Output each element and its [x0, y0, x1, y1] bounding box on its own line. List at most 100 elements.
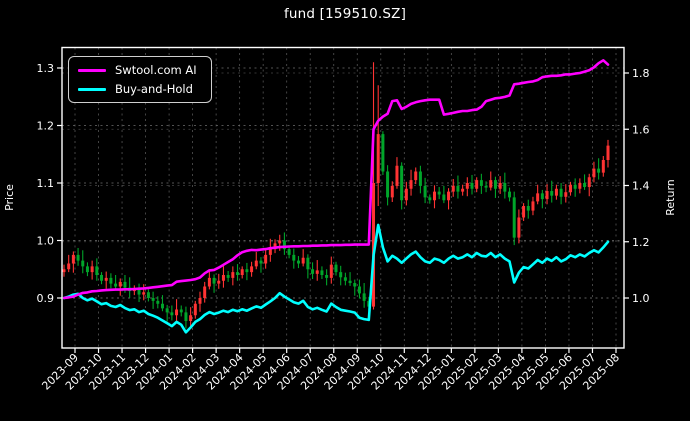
candle-body: [142, 292, 146, 295]
candle-body: [372, 183, 376, 307]
candle-body: [498, 183, 502, 189]
candle-body: [522, 206, 526, 218]
candle-body: [540, 193, 544, 200]
candle-body: [578, 183, 582, 189]
candle-body: [156, 300, 160, 304]
candle-body: [503, 183, 507, 192]
y-tick-labels-left: 0.9 1.0 1.1 1.2 1.3: [37, 62, 55, 305]
candle-body: [536, 193, 540, 202]
candle-body: [236, 272, 240, 275]
candle-body: [329, 264, 333, 278]
candle-body: [400, 165, 404, 201]
candle-body: [221, 275, 225, 281]
candle-body: [231, 272, 235, 278]
candle-body: [193, 303, 197, 316]
y-tick-label-right: 1.6: [632, 123, 650, 136]
candle-body: [526, 206, 530, 211]
candle-body: [189, 315, 193, 321]
candle-body: [597, 168, 601, 173]
candle-body: [437, 191, 441, 195]
candle-body: [348, 280, 352, 284]
chart-title: fund [159510.SZ]: [283, 6, 407, 22]
candle-body: [583, 183, 587, 188]
candle-body: [517, 217, 521, 238]
candle-body: [268, 249, 272, 255]
y-tick-label-left: 1.2: [37, 120, 55, 133]
candle-body: [160, 303, 164, 309]
strategy-line: [62, 58, 610, 300]
candle-body: [479, 180, 483, 186]
candle-body: [395, 165, 399, 186]
candle-body: [306, 257, 310, 270]
candle-body: [554, 188, 558, 196]
candle-body: [76, 254, 80, 261]
candle-body: [85, 266, 89, 273]
candle-body: [357, 286, 361, 294]
candle-body: [170, 312, 174, 316]
candle-body: [90, 266, 94, 273]
candle-body: [184, 312, 188, 321]
candle-body: [179, 309, 183, 313]
y-tick-label-right: 1.2: [632, 236, 650, 249]
candle-body: [217, 280, 221, 284]
candle-body: [146, 292, 150, 298]
candle-body: [447, 191, 451, 201]
candle-body: [315, 270, 319, 274]
candle-body: [386, 171, 390, 198]
candle-body: [264, 254, 268, 264]
buyhold-line: [62, 223, 610, 334]
candle-body: [550, 191, 554, 196]
candle-body: [198, 298, 202, 304]
candle-body: [100, 275, 104, 281]
candle-body: [240, 269, 244, 275]
candle-body: [165, 308, 169, 313]
candle-body: [320, 270, 324, 275]
candle-body: [606, 145, 610, 160]
legend: Swtool.com AI Buy-and-Hold: [68, 56, 212, 103]
candle-body: [601, 160, 605, 173]
candle-body: [353, 283, 357, 287]
candle-body: [175, 309, 179, 316]
candle-body: [95, 266, 99, 275]
candle-body: [390, 185, 394, 198]
y-tick-label-right: 1.0: [632, 292, 650, 305]
candle-body: [137, 289, 141, 295]
candle-body: [203, 286, 207, 298]
candle-body: [212, 277, 216, 284]
candle-body: [301, 257, 305, 264]
candle-body: [508, 191, 512, 198]
candle-body: [278, 240, 282, 244]
candle-body: [461, 188, 465, 192]
y-tick-label-right: 1.4: [632, 180, 650, 193]
candle-body: [559, 188, 563, 197]
candle-body: [292, 254, 296, 261]
y-tick-label-left: 1.0: [37, 235, 55, 248]
candle-body: [428, 197, 432, 201]
candle-body: [381, 134, 385, 172]
candle-body: [343, 277, 347, 281]
candle-body: [104, 277, 108, 281]
legend-item-buyhold: Buy-and-Hold: [78, 82, 197, 96]
candle-body: [484, 185, 488, 188]
candle-body: [545, 191, 549, 200]
x-tick-labels: 2023-092023-102023-112023-122024-012024-…: [39, 351, 622, 393]
candle-body: [531, 201, 535, 211]
candle-body: [470, 183, 474, 189]
candle-body: [71, 254, 75, 264]
y-tick-label-left: 1.1: [37, 177, 55, 190]
candle-body: [376, 134, 380, 183]
candle-body: [475, 180, 479, 189]
right-axis-label: Return: [663, 179, 677, 216]
candle-body: [339, 272, 343, 278]
buyhold-line-swatch: [78, 87, 106, 91]
candle-body: [296, 260, 300, 264]
y-tick-label-left: 0.9: [37, 292, 55, 305]
candle-body: [442, 194, 446, 201]
candle-body: [259, 260, 263, 264]
candle-body: [245, 269, 249, 273]
tick-marks: [57, 67, 629, 353]
candle-body: [465, 183, 469, 189]
candle-body: [423, 185, 427, 198]
